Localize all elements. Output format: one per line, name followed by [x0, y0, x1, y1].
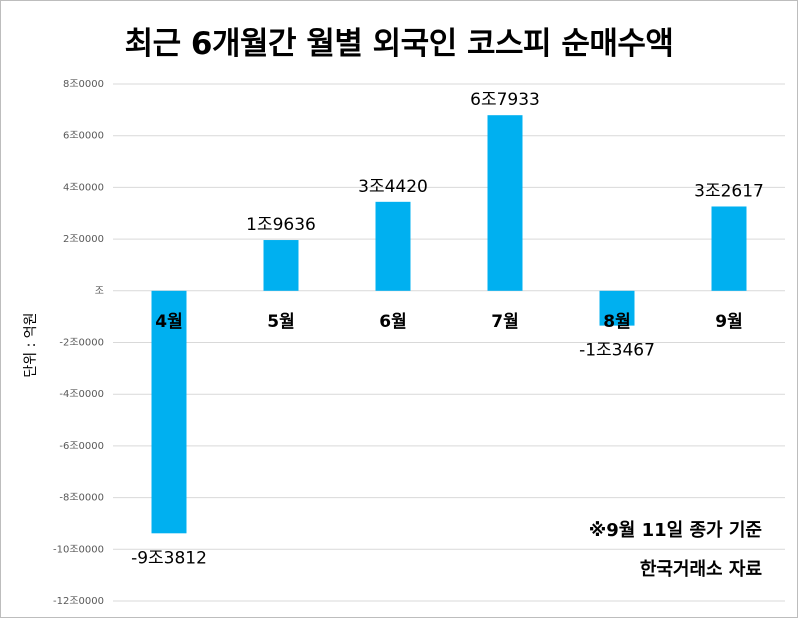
- y-tick-label: -2조0000: [59, 338, 104, 349]
- data-label: 3조2617: [694, 181, 764, 201]
- bar: [711, 206, 747, 291]
- y-tick-label: 6조0000: [63, 131, 104, 142]
- category-labels: 4월 5월 6월 7월 8월 9월: [155, 312, 742, 332]
- chart-title: 최근 6개월간 월별 외국인 코스피 순매수액: [124, 26, 674, 62]
- category-label: 8월: [603, 312, 630, 332]
- source-note: 한국거래소 자료: [639, 559, 762, 580]
- bar: [151, 290, 187, 534]
- bar: [375, 201, 411, 291]
- category-label: 9월: [715, 312, 742, 332]
- bars: [151, 115, 747, 534]
- category-label: 5월: [267, 312, 294, 332]
- y-tick-label: -4조0000: [59, 389, 104, 400]
- y-axis-ticks: 8조0000 6조0000 4조0000 2조0000 조 -2조0000 -4조0000 -…: [53, 79, 104, 607]
- y-tick-label: -10조0000: [53, 544, 104, 555]
- y-tick-label: -8조0000: [59, 493, 104, 504]
- data-label: -1조3467: [579, 341, 655, 361]
- data-label: 1조9636: [246, 215, 316, 235]
- y-tick-label: -6조0000: [59, 441, 104, 452]
- category-label: 4월: [155, 312, 182, 332]
- data-label: 6조7933: [470, 90, 540, 110]
- bar: [263, 240, 299, 291]
- y-tick-label: 조: [95, 286, 104, 297]
- category-label: 6월: [379, 312, 406, 332]
- data-labels: -9조3812 1조9636 3조4420 6조7933 -1조3467 3조2617: [131, 90, 764, 568]
- y-tick-label: 2조0000: [63, 234, 104, 245]
- y-tick-label: -12조0000: [53, 596, 104, 607]
- bar: [599, 290, 635, 326]
- data-label: -9조3812: [131, 548, 207, 568]
- category-label: 7월: [491, 312, 518, 332]
- bar: [487, 115, 523, 291]
- y-tick-label: 4조0000: [63, 182, 104, 193]
- data-label: 3조4420: [358, 177, 428, 197]
- basis-note: ※9월 11일 종가 기준: [588, 520, 762, 541]
- y-tick-label: 8조0000: [63, 79, 104, 90]
- gridlines: [113, 83, 785, 602]
